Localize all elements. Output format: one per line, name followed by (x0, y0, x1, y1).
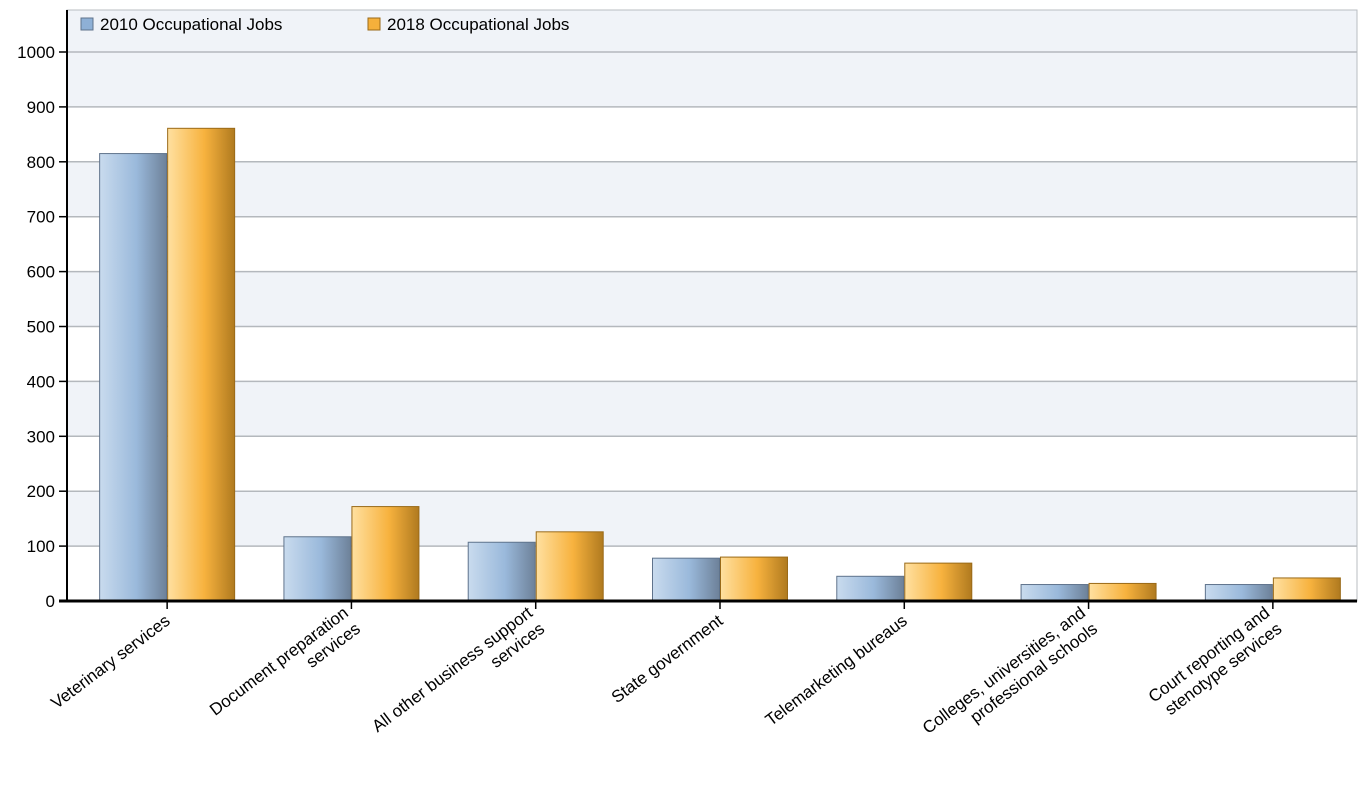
y-tick-label: 900 (27, 98, 55, 117)
bar-series2[interactable] (1272, 577, 1341, 602)
bar-series2[interactable] (535, 531, 604, 602)
axes (59, 10, 1357, 609)
legend-swatch (80, 17, 94, 31)
plot-band (67, 161, 1357, 217)
legend-swatch (367, 17, 381, 31)
legend-label: 2018 Occupational Jobs (387, 15, 569, 34)
bar-series2[interactable] (904, 562, 973, 602)
bar-series1[interactable] (99, 153, 168, 602)
legend-label: 2010 Occupational Jobs (100, 15, 282, 34)
y-axis-ticks: 0 100 200 300 400 500 600 700 800 900 1000 (17, 43, 67, 611)
y-tick-label: 500 (27, 318, 55, 337)
bar-series1[interactable] (836, 575, 905, 602)
plot-band (67, 10, 1357, 52)
plot-band (67, 52, 1357, 107)
plot-band (67, 271, 1357, 327)
y-tick-label: 700 (27, 208, 55, 227)
y-tick-label: 800 (27, 153, 55, 172)
x-category-label: Telemarketing bureaus (762, 611, 911, 730)
x-category-label: All other business supportservices (368, 603, 548, 752)
legend: 2010 Occupational Jobs 2018 Occupational … (80, 15, 569, 34)
gridlines (67, 51, 1357, 547)
bar-series2[interactable] (720, 556, 788, 602)
bar-series1[interactable] (467, 541, 536, 602)
y-tick-label: 200 (27, 482, 55, 501)
bar-series1[interactable] (1020, 584, 1089, 602)
y-tick-label: 1000 (17, 43, 55, 62)
x-category-label: Court reporting andstenotype services (1145, 603, 1285, 722)
bar-series1[interactable] (1204, 584, 1273, 602)
x-category-label: Veterinary services (47, 611, 173, 713)
plot-band (67, 381, 1357, 437)
x-category-label: Document preparationservices (206, 603, 364, 735)
bar-series2[interactable] (1088, 582, 1157, 602)
y-tick-label: 300 (27, 427, 55, 446)
plot-background-bands (66, 9, 1358, 602)
y-tick-label: 0 (46, 592, 55, 611)
bar-series2[interactable] (351, 506, 420, 602)
bars (99, 127, 1341, 602)
bar-series1[interactable] (652, 557, 720, 602)
y-tick-label: 100 (27, 537, 55, 556)
bar-series1[interactable] (283, 536, 352, 602)
bar-series2[interactable] (167, 127, 236, 602)
y-tick-label: 600 (27, 263, 55, 282)
y-tick-label: 400 (27, 372, 55, 391)
x-axis-labels: Veterinary services Document preparations… (47, 603, 1285, 754)
x-category-label: Colleges, universities, andprofessional … (919, 603, 1101, 754)
x-category-label: State government (608, 611, 727, 707)
plot-band (67, 491, 1357, 547)
